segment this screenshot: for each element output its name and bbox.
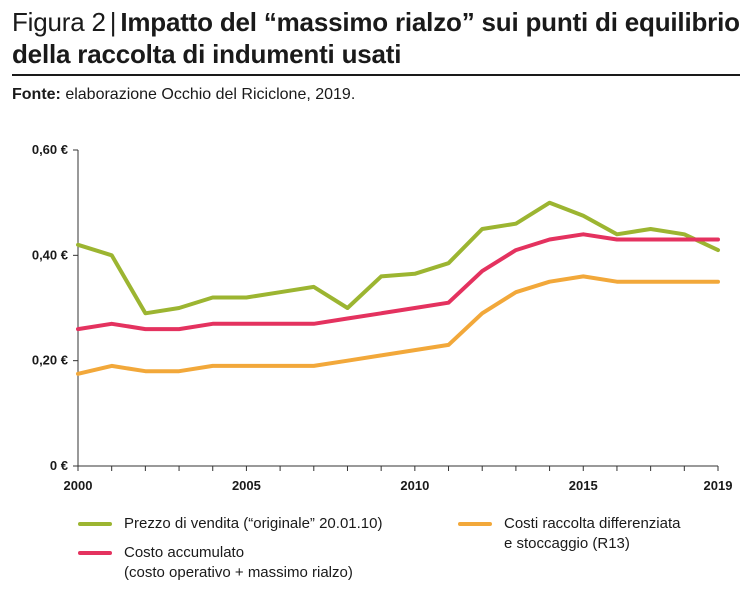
legend-swatch-collection-cost	[458, 522, 492, 526]
x-tick-label: 2015	[569, 478, 598, 493]
legend-swatch-price	[78, 522, 112, 526]
title-separator: |	[109, 7, 117, 37]
legend-item-collection-cost: Costi raccolta differenziata e stoccaggi…	[458, 514, 738, 554]
legend-item-cumulative-cost: Costo accumulato (costo operativo + mass…	[78, 543, 438, 583]
y-tick-label: 0 €	[50, 458, 68, 473]
figure-title: Figura 2 | Impatto del “massimo rialzo” su…	[12, 6, 742, 70]
series-line-1	[76, 200, 720, 316]
x-tick-label: 2019	[704, 478, 733, 493]
x-tick-label: 2010	[400, 478, 429, 493]
series-line-2	[76, 232, 720, 332]
legend-label-collection-cost-1: Costi raccolta differenziata	[504, 515, 681, 532]
legend-item-price: Prezzo di vendita (“originale” 20.01.10)	[78, 514, 438, 534]
legend-label-collection-cost-2: e stoccaggio (R13)	[504, 535, 630, 552]
y-tick-label: 0,20 €	[32, 353, 68, 368]
source-text: elaborazione Occhio del Riciclone, 2019.	[60, 86, 356, 103]
series-line-3	[76, 274, 720, 376]
y-tick-label: 0,60 €	[32, 142, 68, 157]
chart-series	[76, 200, 720, 376]
chart-axes: 0 € 0,20 € 0,40 € 0,60 € 2000 2005 2010 2015 201…	[32, 142, 733, 493]
x-tick-label: 2000	[64, 478, 93, 493]
title-divider	[12, 74, 740, 76]
title-line-2: della raccolta di indumenti usati	[12, 39, 402, 69]
source-label: Fonte:	[12, 86, 61, 103]
legend-swatch-cumulative-cost	[78, 551, 112, 555]
title-line-1: Impatto del “massimo rialzo” sui punti d…	[120, 7, 740, 37]
x-tick-label: 2005	[232, 478, 261, 493]
source-note: Fonte: elaborazione Occhio del Riciclone…	[12, 85, 355, 105]
figure-number: Figura 2	[12, 7, 106, 37]
legend-label-cumulative-cost-1: Costo accumulato	[124, 544, 245, 561]
legend-label-cumulative-cost-2: (costo operativo + massimo rialzo)	[124, 564, 353, 581]
legend-label-price: Prezzo di vendita (“originale” 20.01.10)	[124, 515, 383, 532]
y-tick-label: 0,40 €	[32, 247, 68, 262]
